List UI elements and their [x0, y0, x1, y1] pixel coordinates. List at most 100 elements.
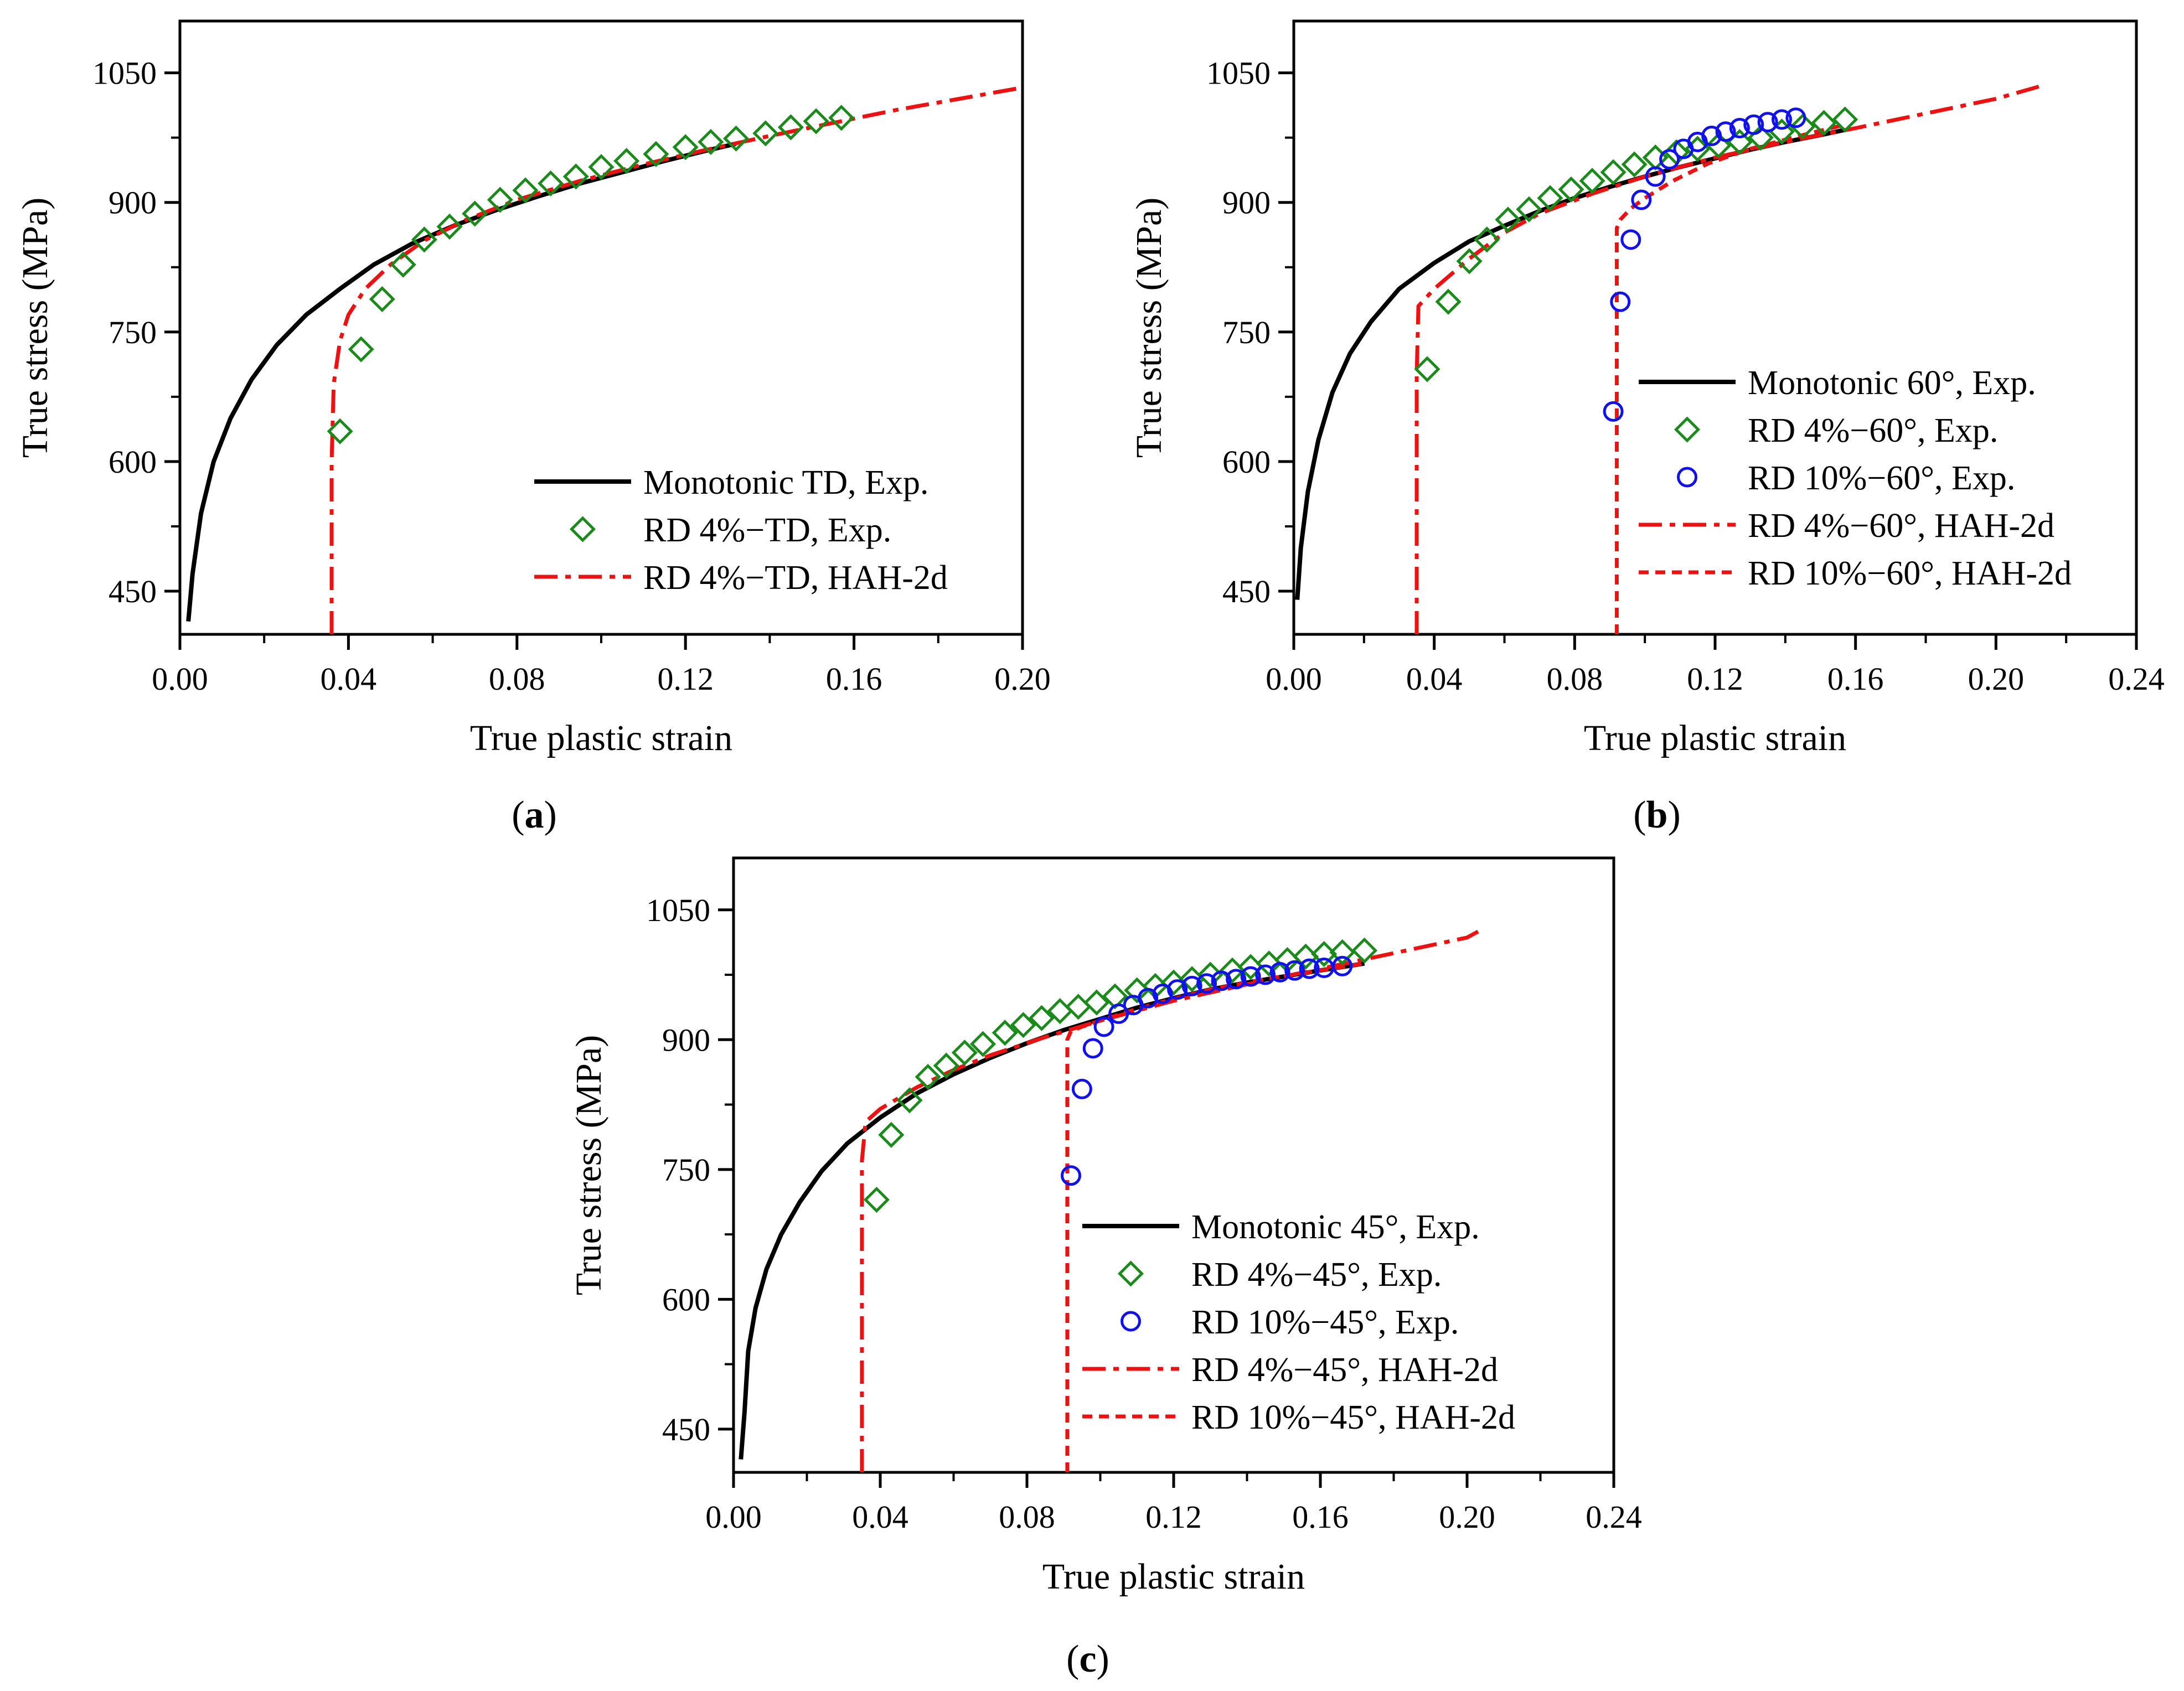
chart-panel-b: 0.00 0.04 0.08 0.12 0.16 0.20 0.24 450 600 750 900…: [1129, 19, 2165, 836]
panel-caption: (b): [1633, 794, 1681, 836]
y-tick-label: 750: [662, 1152, 710, 1188]
data-point: [1329, 939, 1356, 965]
data-point: [643, 141, 669, 167]
data-point: [1196, 973, 1217, 994]
y-tick-label: 450: [662, 1411, 710, 1447]
data-point: [1729, 118, 1750, 139]
data-point: [1332, 955, 1353, 976]
panel-caption: (a): [512, 794, 557, 836]
x-tick-label: 0.08: [999, 1499, 1055, 1535]
series-diamond-1: [327, 105, 855, 444]
data-point: [722, 125, 750, 152]
data-point: [1495, 206, 1521, 233]
data-point: [1351, 937, 1378, 964]
x-axis-title: True plastic strain: [1042, 1556, 1305, 1597]
data-point: [1138, 987, 1159, 1009]
data-point: [1028, 1005, 1055, 1031]
data-point: [1610, 291, 1631, 312]
data-point: [1645, 166, 1666, 187]
series-dashdot-3: [860, 929, 1479, 1472]
data-point: [1292, 943, 1319, 970]
y-tick-label: 1050: [92, 55, 157, 91]
data-point: [933, 1052, 959, 1079]
x-tick-label: 0.00: [705, 1499, 762, 1535]
x-tick-label: 0.24: [1586, 1499, 1642, 1535]
data-point: [896, 1087, 923, 1114]
data-point: [1474, 226, 1500, 253]
data-point: [588, 154, 615, 180]
legend-label: Monotonic 45°, Exp.: [1191, 1208, 1480, 1246]
x-tick-label: 0.16: [826, 661, 882, 697]
data-point: [969, 1031, 997, 1057]
x-tick-label: 0.20: [1439, 1499, 1495, 1535]
y-tick-label: 1050: [646, 892, 710, 928]
x-tick-label: 0.08: [489, 661, 545, 697]
y-tick-label: 600: [1222, 444, 1271, 480]
legend-item: RD 10%−60°, Exp.: [1677, 459, 2015, 497]
y-tick-label: 900: [1222, 185, 1271, 221]
data-point: [1181, 975, 1202, 996]
data-point: [390, 251, 416, 278]
legend-item: RD 4%−TD, HAH-2d: [534, 559, 948, 597]
data-point: [1631, 189, 1652, 210]
legend-swatch-marker: [1121, 1311, 1141, 1332]
data-point: [1010, 1012, 1036, 1038]
legend-label: Monotonic TD, Exp.: [643, 464, 929, 501]
legend-swatch-marker: [569, 516, 596, 542]
x-tick-label: 0.04: [321, 661, 377, 697]
chart-panel-a: 0.00 0.04 0.08 0.12 0.16 0.20 450 600 750 900 1050…: [15, 19, 1051, 836]
series-line: [860, 929, 1479, 1472]
legend-label: RD 4%−TD, Exp.: [643, 511, 891, 549]
data-point: [1516, 196, 1542, 223]
legend-label: Monotonic 60°, Exp.: [1748, 364, 2036, 402]
caption-close: ): [1097, 1638, 1109, 1680]
legend: Monotonic TD, Exp. RD 4%−TD, Exp. RD 4%−TD…: [534, 464, 948, 597]
data-point: [698, 128, 724, 156]
y-tick-label: 600: [109, 444, 157, 480]
x-tick-label: 0.12: [1145, 1499, 1202, 1535]
y-tick-label: 900: [662, 1022, 710, 1058]
data-point: [1071, 1078, 1092, 1099]
data-point: [1579, 168, 1605, 194]
data-point: [1211, 970, 1232, 991]
legend-item: RD 4%−45°, HAH-2d: [1082, 1351, 1498, 1389]
legend-item: RD 10%−60°, HAH-2d: [1639, 555, 2072, 592]
data-point: [1435, 288, 1462, 315]
x-tick-label: 0.20: [1968, 661, 2025, 697]
data-point: [915, 1063, 941, 1090]
caption-close: ): [1667, 794, 1680, 836]
caption-letter: c: [1079, 1638, 1096, 1680]
panel-caption: (c): [1066, 1638, 1109, 1680]
data-point: [1659, 149, 1680, 170]
data-point: [1743, 114, 1764, 135]
legend-label: RD 10%−60°, Exp.: [1748, 459, 2015, 497]
data-point: [1785, 107, 1806, 128]
data-point: [1065, 994, 1092, 1020]
data-point: [1226, 969, 1247, 990]
series-circle-2: [1061, 955, 1353, 1186]
series-solid-0: [186, 141, 737, 622]
legend-item: RD 10%−45°, HAH-2d: [1082, 1399, 1515, 1436]
y-tick-label: 600: [662, 1281, 710, 1317]
x-axis-title: True plastic strain: [1584, 718, 1846, 758]
series-diamond-1: [863, 937, 1378, 1213]
x-axis-title: True plastic strain: [470, 718, 732, 758]
caption-open: (: [512, 794, 524, 836]
y-tick-label: 750: [109, 314, 157, 350]
caption-open: (: [1066, 1638, 1079, 1680]
data-point: [348, 336, 374, 363]
data-point: [1108, 1003, 1129, 1024]
data-point: [1152, 983, 1173, 1004]
data-point: [1757, 112, 1778, 133]
data-point: [1255, 964, 1276, 985]
caption-letter: a: [525, 794, 544, 836]
x-tick-label: 0.20: [994, 661, 1051, 697]
legend-label: RD 4%−45°, HAH-2d: [1191, 1351, 1498, 1389]
legend-swatch-marker: [1674, 416, 1701, 443]
legend-swatch-marker: [1117, 1260, 1144, 1287]
data-point: [1811, 110, 1837, 136]
legend-swatch-marker: [1677, 467, 1697, 488]
data-point: [1790, 113, 1816, 139]
series-dashdot-3: [1414, 84, 2042, 634]
legend-label: RD 4%−60°, Exp.: [1748, 412, 1998, 449]
